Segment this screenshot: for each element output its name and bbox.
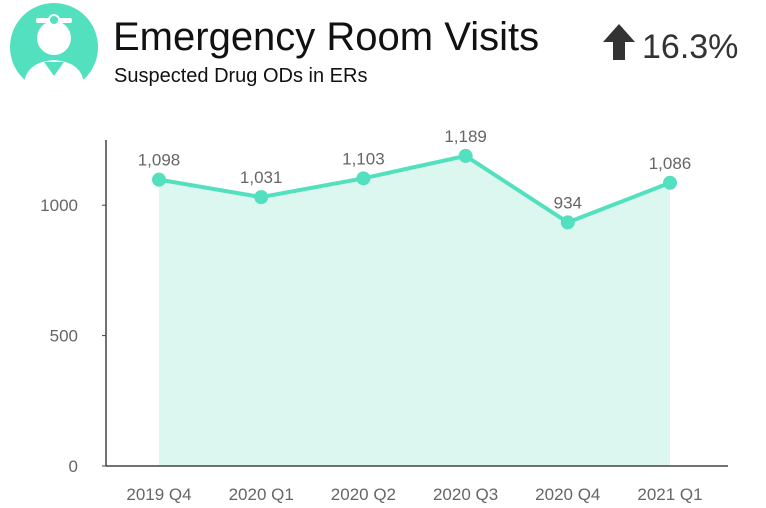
x-tick-label: 2020 Q4 xyxy=(535,485,600,504)
data-label: 934 xyxy=(554,193,582,212)
area xyxy=(159,155,670,466)
data-label: 1,103 xyxy=(342,149,385,168)
data-label: 1,098 xyxy=(138,151,181,170)
chart-title: Emergency Room Visits xyxy=(113,15,539,59)
point xyxy=(356,171,371,186)
y-tick-label: 500 xyxy=(50,327,78,346)
data-label: 1,031 xyxy=(240,168,283,187)
x-tick-label: 2020 Q3 xyxy=(433,485,498,504)
line xyxy=(158,153,671,225)
point xyxy=(152,172,166,187)
point xyxy=(458,148,473,163)
chart-subtitle: Suspected Drug ODs in ERs xyxy=(114,65,367,87)
x-tick-label: 2019 Q4 xyxy=(126,485,191,504)
doctor-icon xyxy=(10,3,98,91)
point xyxy=(560,215,575,230)
x-tick-label: 2021 Q1 xyxy=(637,485,702,504)
point xyxy=(663,175,677,190)
x-tick-label: 2020 Q1 xyxy=(229,485,294,504)
y-tick-label: 0 xyxy=(69,457,78,476)
change-annotation: 16.3% xyxy=(642,28,738,66)
point xyxy=(254,190,269,205)
y-tick-label: 1000 xyxy=(40,196,78,215)
x-tick-label: 2020 Q2 xyxy=(331,485,396,504)
data-label: 1,189 xyxy=(444,127,487,146)
data-label: 1,086 xyxy=(649,154,692,173)
up-arrow xyxy=(603,24,635,60)
